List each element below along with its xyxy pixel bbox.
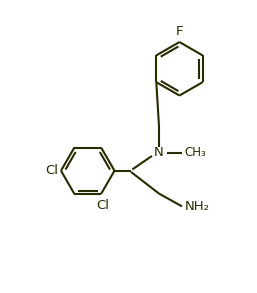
Text: CH₃: CH₃ [185,146,206,159]
Text: Cl: Cl [96,200,109,212]
Text: NH₂: NH₂ [185,200,209,213]
Text: F: F [176,25,183,38]
Text: Cl: Cl [45,164,58,177]
Text: N: N [154,146,164,159]
